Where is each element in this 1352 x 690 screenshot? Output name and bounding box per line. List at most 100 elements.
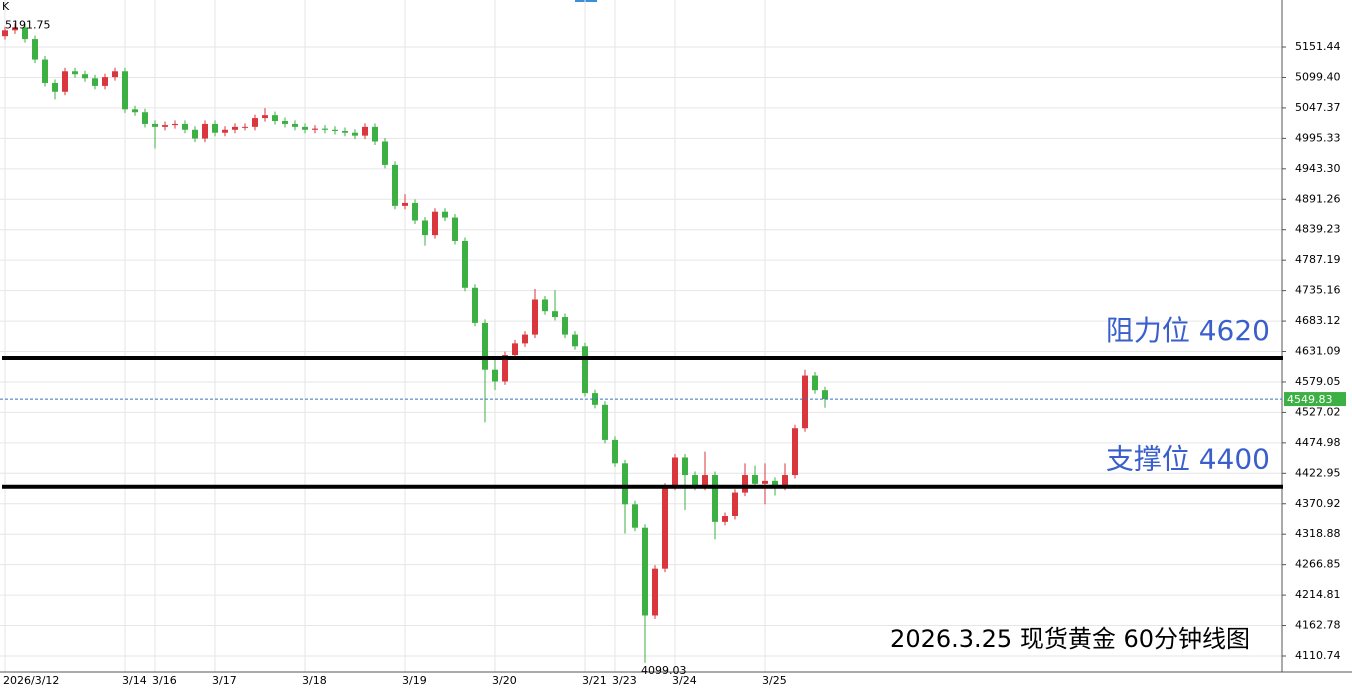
y-tick-label: 4318.88 [1295, 527, 1341, 540]
y-tick-label: 4370.92 [1295, 497, 1341, 510]
candle-body [732, 492, 738, 516]
candle-body [792, 428, 798, 476]
candle-body [42, 59, 48, 83]
candle-body [152, 123, 158, 127]
candle-body [492, 369, 498, 382]
candle-body [12, 27, 18, 31]
candle-body [622, 463, 628, 505]
y-tick-label: 4110.74 [1295, 649, 1341, 662]
candle-body [72, 71, 78, 75]
candle-body [402, 202, 408, 206]
candle-body [382, 141, 388, 165]
x-tick-label: 3/23 [612, 674, 637, 687]
candle-body [142, 112, 148, 124]
candle-body [562, 317, 568, 335]
candle-body [502, 355, 508, 382]
candle-body [662, 486, 668, 569]
candle-body [812, 375, 818, 391]
candle-body [92, 78, 98, 86]
candle-body [552, 311, 558, 318]
last-price-box [1284, 392, 1346, 407]
candle-body [182, 123, 188, 130]
candle-body [602, 404, 608, 440]
candle-body [342, 130, 348, 133]
candle-body [102, 77, 108, 86]
candle-body [512, 343, 518, 356]
candle-body [652, 568, 658, 616]
candle-body [192, 129, 198, 139]
candle-body [122, 71, 128, 110]
y-tick-label: 4162.78 [1295, 619, 1341, 632]
candle-body [132, 109, 138, 113]
candle-body [782, 475, 788, 487]
candle-body [232, 126, 238, 130]
indicator-label: K [2, 0, 10, 13]
last-price-label: 4549.83 [1287, 393, 1333, 406]
x-tick-label: 3/24 [672, 674, 697, 687]
candle-body [432, 211, 438, 236]
candle-body [482, 322, 488, 370]
candle-body [212, 123, 218, 133]
y-tick-label: 5099.40 [1295, 70, 1341, 83]
candle-body [292, 123, 298, 127]
top-tab [575, 0, 597, 2]
candle-body [82, 74, 88, 79]
candle-body [742, 475, 748, 493]
candle-body [372, 126, 378, 142]
min-label: 4099.03 [641, 664, 687, 677]
y-tick-label: 4787.19 [1295, 253, 1341, 266]
y-tick-label: 4214.81 [1295, 588, 1341, 601]
y-tick-label: 5047.37 [1295, 101, 1341, 114]
candle-body [452, 217, 458, 241]
candle-body [362, 126, 368, 136]
candle-body [202, 123, 208, 139]
candle-body [302, 126, 308, 130]
candle-body [52, 82, 58, 92]
level-label: 支撑位 4400 [1106, 443, 1270, 476]
max-label: 5191.75 [5, 18, 51, 31]
candle-body [462, 240, 468, 288]
candle-body [612, 439, 618, 464]
candle-body [32, 39, 38, 60]
candle-body [722, 515, 728, 522]
candle-body [532, 299, 538, 335]
candle-body [172, 123, 178, 126]
candle-body [672, 457, 678, 487]
x-tick-label: 3/19 [402, 674, 427, 687]
candle-body [642, 527, 648, 616]
x-tick-label: 3/21 [582, 674, 607, 687]
candle-body [772, 480, 778, 487]
candle-body [702, 475, 708, 487]
candle-body [22, 27, 28, 40]
candle-body [2, 30, 8, 37]
candle-body [222, 129, 228, 133]
x-tick-label: 2026/3/12 [3, 674, 59, 687]
candle-body [542, 299, 548, 312]
y-tick-label: 4527.02 [1295, 405, 1341, 418]
x-tick-label: 3/25 [762, 674, 787, 687]
x-tick-label: 3/20 [492, 674, 517, 687]
candle-body [252, 118, 258, 127]
candle-body [242, 126, 248, 128]
candle-body [712, 475, 718, 522]
candle-body [522, 334, 528, 344]
x-tick-label: 3/16 [152, 674, 177, 687]
chart-title: 2026.3.25 现货黄金 60分钟线图 [890, 625, 1250, 653]
candle-body [262, 115, 268, 119]
candle-body [352, 132, 358, 136]
y-tick-label: 4735.16 [1295, 284, 1341, 297]
y-tick-label: 4579.05 [1295, 375, 1341, 388]
candle-body [112, 71, 118, 78]
candle-body [572, 334, 578, 347]
candle-body [412, 202, 418, 221]
candle-body [62, 71, 68, 92]
candle-body [442, 211, 448, 218]
y-tick-label: 4839.23 [1295, 223, 1341, 236]
candle-body [582, 346, 588, 394]
level-label: 阻力位 4620 [1106, 314, 1270, 347]
y-tick-label: 4631.09 [1295, 345, 1341, 358]
candle-body [392, 164, 398, 206]
y-tick-label: 4266.85 [1295, 558, 1341, 571]
candle-body [682, 457, 688, 476]
